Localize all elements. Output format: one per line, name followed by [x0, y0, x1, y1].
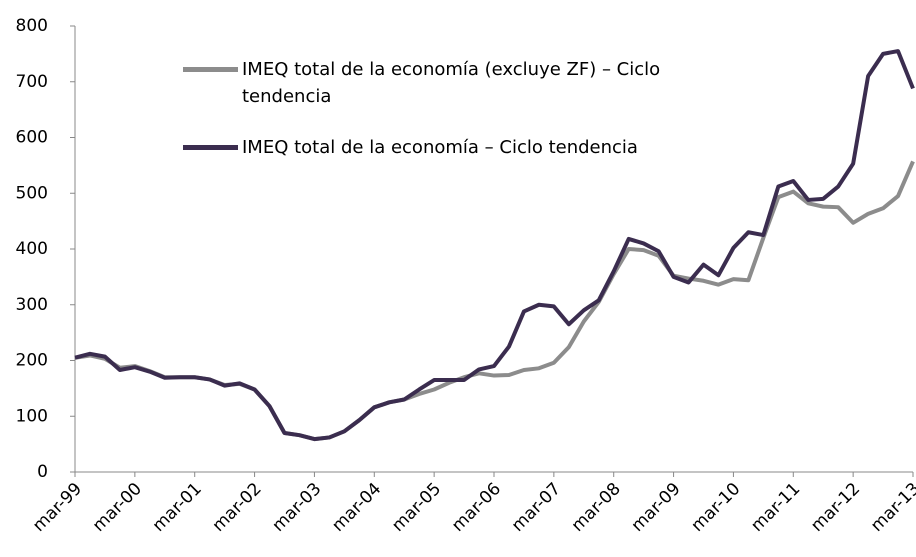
legend-label: IMEQ total de la economía (excluye ZF) –… [242, 59, 661, 107]
legend-item: IMEQ total de la economía – Ciclo tenden… [183, 134, 732, 161]
x-tick-label: mar-10 [687, 479, 744, 536]
legend-swatch [183, 145, 238, 150]
x-tick-label: mar-11 [747, 479, 804, 536]
legend-swatch [183, 67, 238, 72]
series-line [74, 160, 915, 442]
y-tick-label: 700 [16, 72, 48, 92]
y-tick-label: 0 [37, 462, 48, 482]
legend-label: IMEQ total de la economía – Ciclo tenden… [242, 137, 638, 158]
x-tick-label: mar-12 [807, 479, 864, 536]
x-tick-label: mar-04 [328, 479, 385, 536]
x-tick-label: mar-00 [89, 479, 146, 536]
x-tick-label: mar-99 [29, 479, 86, 536]
x-tick-label: mar-01 [149, 479, 206, 536]
x-tick-label: mar-09 [628, 479, 685, 536]
series-line [74, 49, 915, 442]
y-tick-label: 100 [16, 406, 48, 426]
y-tick-label: 200 [16, 351, 48, 371]
legend-item: IMEQ total de la economía (excluye ZF) –… [183, 56, 732, 110]
x-tick-label: mar-06 [448, 479, 505, 536]
x-tick-label: mar-08 [568, 479, 625, 536]
y-tick-label: 600 [16, 128, 48, 148]
x-tick-label: mar-13 [867, 479, 916, 536]
y-tick-label: 800 [16, 16, 48, 36]
x-tick-label: mar-05 [388, 479, 445, 536]
x-tick-label: mar-07 [508, 479, 565, 536]
y-tick-label: 300 [16, 295, 48, 315]
x-tick-label: mar-02 [209, 479, 266, 536]
y-tick-label: 500 [16, 183, 48, 203]
y-tick-label: 400 [16, 239, 48, 259]
x-tick-label: mar-03 [268, 479, 325, 536]
